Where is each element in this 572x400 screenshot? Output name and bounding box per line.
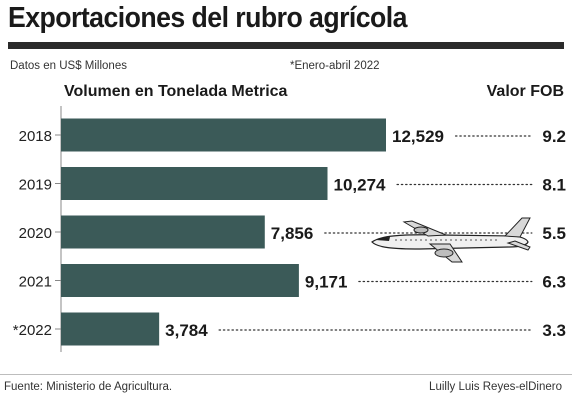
volume-label: 12,529 (392, 127, 444, 146)
fob-header: Valor FOB (486, 83, 564, 100)
bar (61, 118, 386, 152)
fob-label: 3.3 (542, 321, 566, 340)
chart-title: Exportaciones del rubro agrícola (8, 2, 408, 34)
footer-rule (0, 374, 572, 375)
fob-label: 5.5 (542, 224, 566, 243)
volume-label: 7,856 (271, 224, 314, 243)
volume-label: 9,171 (305, 273, 348, 292)
volume-label: 10,274 (334, 176, 387, 195)
fob-label: 8.1 (542, 176, 566, 195)
airplane-icon (371, 217, 531, 263)
volume-header: Volumen en Tonelada Metrica (64, 83, 288, 100)
fob-label: 6.3 (542, 273, 566, 292)
bar (61, 215, 265, 249)
category-label: 2020 (19, 225, 52, 242)
category-label: *2022 (13, 322, 52, 339)
units-note: Datos en US$ Millones (10, 60, 127, 72)
volume-label: 3,784 (165, 321, 208, 340)
period-note: *Enero-abril 2022 (290, 60, 380, 72)
bar (61, 312, 160, 346)
category-label: 2018 (19, 128, 52, 145)
credit-note: Luilly Luis Reyes-elDinero (429, 381, 562, 393)
category-label: 2019 (19, 177, 52, 194)
source-note: Fuente: Ministerio de Agricultura. (4, 381, 173, 393)
bar (61, 167, 328, 200)
bar (61, 264, 299, 297)
title-rule (8, 42, 564, 49)
category-label: 2021 (19, 274, 52, 291)
fob-label: 9.2 (542, 127, 566, 146)
